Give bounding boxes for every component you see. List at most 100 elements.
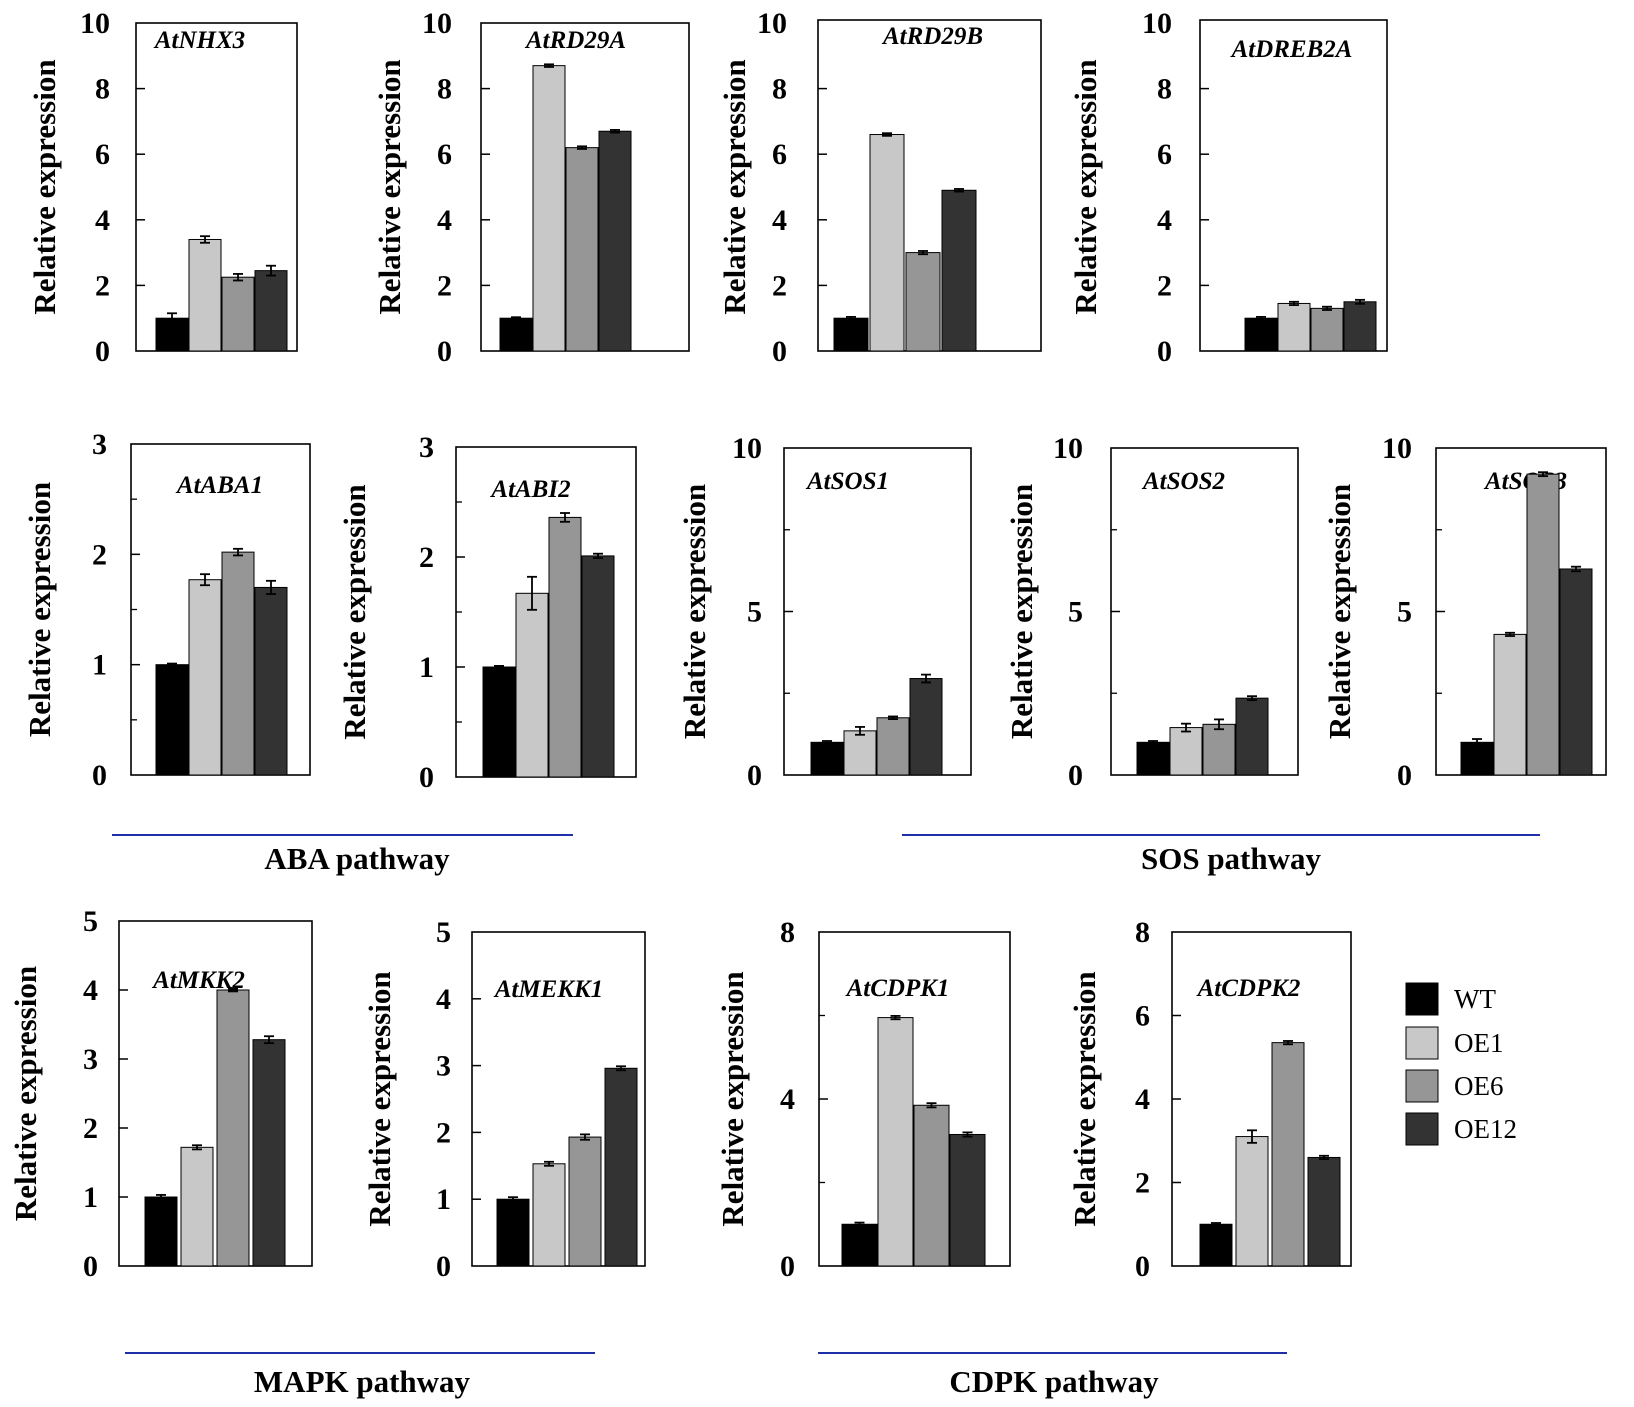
chart-atsos3: 0 5 10 Relative expression (1322, 432, 1593, 792)
pathway-label-cdpk: CDPK pathway (949, 1364, 1159, 1399)
y-tick-label: 5 (747, 596, 762, 629)
bar-oe12 (254, 586, 288, 776)
y-tick-label: 5 (83, 905, 98, 938)
bar-oe6 (876, 717, 910, 776)
y-tick-label: 8 (437, 73, 452, 106)
y-tick-label: 6 (1157, 138, 1172, 171)
y-axis-title: Relative expression (372, 59, 407, 314)
bar-oe1 (843, 730, 877, 776)
y-axis-title: Relative expression (27, 59, 62, 314)
bar-oe1 (869, 134, 905, 352)
bar-wt (1460, 741, 1494, 776)
bar-oe12 (949, 1133, 986, 1267)
y-tick-label: 6 (772, 138, 787, 171)
legend-item-wt: WT (1405, 982, 1496, 1016)
y-tick-label: 3 (83, 1043, 98, 1076)
bar-wt (499, 317, 533, 352)
y-tick-label: 5 (436, 916, 451, 949)
y-tick-label: 0 (772, 335, 787, 368)
y-tick-label: 1 (83, 1181, 98, 1214)
y-tick-label: 2 (437, 269, 452, 302)
gene-title: AtSOS1 (805, 468, 889, 495)
y-tick-label: 4 (772, 204, 787, 237)
y-axis-title: Relative expression (1322, 484, 1357, 739)
y-tick-label: 10 (732, 432, 762, 465)
y-tick-label: 0 (1068, 759, 1083, 792)
y-tick-label: 0 (92, 759, 107, 792)
bar-wt (144, 1196, 178, 1267)
y-tick-label: 4 (83, 974, 98, 1007)
legend-swatch (1405, 982, 1439, 1016)
bar-oe12 (909, 678, 943, 776)
bar-oe6 (565, 147, 599, 352)
y-tick-label: 0 (436, 1250, 451, 1283)
y-tick-label: 10 (1142, 7, 1172, 40)
chart-atrd29a: 0 2 4 6 8 10 Relative expression (372, 7, 632, 368)
bar-wt (155, 664, 189, 776)
y-tick-label: 10 (757, 7, 787, 40)
y-tick-label: 3 (419, 431, 434, 464)
y-tick-label: 6 (95, 138, 110, 171)
y-axis-title: Relative expression (677, 484, 712, 739)
y-tick-label: 10 (1053, 432, 1083, 465)
y-axis-title: Relative expression (362, 971, 397, 1226)
bar-oe12 (598, 130, 632, 352)
bar-oe1 (532, 1163, 566, 1267)
y-tick-label: 0 (419, 761, 434, 794)
gene-title: AtABI2 (489, 476, 570, 503)
bar-oe6 (1271, 1042, 1305, 1267)
y-tick-label: 0 (1135, 1250, 1150, 1283)
gene-title: AtRD29B (881, 23, 983, 50)
y-tick-label: 8 (780, 916, 795, 949)
bar-wt (482, 666, 516, 778)
y-tick-label: 5 (1397, 596, 1412, 629)
bar-oe12 (941, 189, 977, 352)
y-tick-label: 10 (80, 7, 110, 40)
chart-ataba1: 0 1 2 3 Relative expression (22, 428, 288, 792)
legend-item-oe6: OE6 (1405, 1069, 1504, 1103)
y-axis-title: Relative expression (1068, 59, 1103, 314)
y-tick-label: 4 (437, 204, 452, 237)
y-tick-label: 3 (436, 1050, 451, 1083)
bar-oe12 (254, 270, 288, 352)
chart-atabi2: 0 1 2 3 Relative expression (337, 431, 615, 794)
bar-oe6 (1202, 723, 1236, 776)
bar-oe12 (604, 1067, 638, 1267)
legend-swatch (1405, 1026, 1439, 1060)
y-tick-label: 2 (1157, 269, 1172, 302)
y-axis-title: Relative expression (22, 482, 57, 737)
bar-wt (833, 317, 869, 352)
y-axis-title: Relative expression (1067, 971, 1102, 1226)
bar-oe6 (221, 551, 255, 776)
y-tick-label: 4 (1157, 204, 1172, 237)
chart-atcdpk2: 0 2 4 6 8 Relative expression (1067, 916, 1341, 1283)
legend-item-oe1: OE1 (1405, 1026, 1504, 1060)
pathway-groups: ABA pathway SOS pathway MAPK pathway CDP… (112, 834, 1540, 1399)
chart-atcdpk1: 0 4 8 Relative expression (715, 916, 986, 1283)
plot-frame (118, 920, 313, 1267)
chart-atdreb2a: 0 2 4 6 8 10 Relative expression (1068, 7, 1377, 368)
legend-label: OE6 (1454, 1071, 1504, 1101)
y-tick-label: 4 (436, 983, 451, 1016)
y-axis-title: Relative expression (8, 966, 43, 1221)
y-tick-label: 6 (437, 138, 452, 171)
y-axis-title: Relative expression (1004, 484, 1039, 739)
chart-atsos2: 0 5 10 Relative expression (1004, 432, 1269, 792)
y-tick-label: 1 (92, 649, 107, 682)
gene-title: AtCDPK1 (845, 975, 950, 1002)
bar-oe6 (905, 252, 941, 352)
chart-atsos1: 0 5 10 Relative expression (677, 432, 943, 792)
y-tick-label: 2 (772, 269, 787, 302)
bar-oe1 (180, 1146, 214, 1267)
bar-oe12 (1235, 697, 1269, 776)
bar-oe12 (1307, 1156, 1341, 1267)
y-tick-label: 8 (772, 73, 787, 106)
y-tick-label: 10 (1382, 432, 1412, 465)
y-tick-label: 4 (780, 1083, 795, 1116)
gene-title: AtNHX3 (153, 27, 245, 54)
gene-title: AtMEKK1 (493, 976, 603, 1003)
y-tick-label: 2 (1135, 1167, 1150, 1200)
